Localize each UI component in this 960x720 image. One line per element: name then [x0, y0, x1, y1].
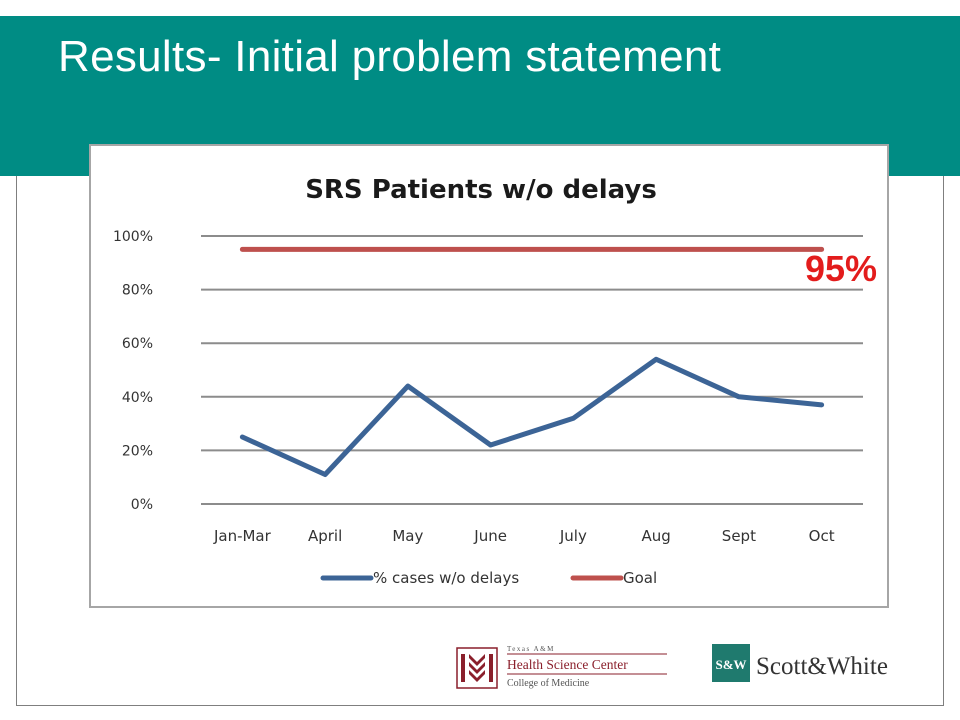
- chart-x-axis: Jan-Mar April May June July Aug Sept Oct: [213, 527, 835, 545]
- hsc-line2: Health Science Center: [507, 657, 628, 672]
- scott-white-logo: S&W Scott&White: [712, 644, 888, 682]
- hsc-line1: Texas A&M: [507, 645, 555, 653]
- scott-white-mark: S&W: [715, 657, 746, 672]
- legend-label: Goal: [623, 569, 657, 587]
- chart-svg: SRS Patients w/o delays 0% 20% 40% 60% 80% 10…: [113, 175, 863, 587]
- chart-series: [239, 246, 825, 478]
- y-tick-label: 20%: [122, 443, 153, 459]
- chart-gridlines: [201, 235, 863, 505]
- x-tick-label: June: [473, 527, 507, 545]
- y-tick-label: 60%: [122, 336, 153, 352]
- scott-white-name: Scott&White: [756, 653, 888, 680]
- x-tick-label: Aug: [641, 527, 670, 545]
- legend-label: % cases w/o delays: [373, 569, 519, 587]
- x-tick-label: July: [559, 527, 587, 545]
- slide-title: Results- Initial problem statement: [58, 32, 722, 81]
- chart-title: SRS Patients w/o delays: [305, 175, 657, 205]
- scott-white-emblem-icon: S&W: [712, 644, 750, 682]
- y-tick-label: 100%: [113, 229, 153, 245]
- x-tick-label: April: [308, 527, 342, 545]
- hsc-logo: Texas A&M Health Science Center College …: [456, 645, 667, 689]
- y-tick-label: 40%: [122, 390, 153, 406]
- x-tick-label: May: [392, 527, 423, 545]
- chart-y-axis: 0% 20% 40% 60% 80% 100%: [113, 229, 153, 513]
- y-tick-label: 0%: [131, 497, 153, 513]
- chart-legend: % cases w/o delays Goal: [320, 569, 657, 587]
- series-line: [239, 356, 825, 478]
- hsc-emblem-icon: [456, 647, 498, 689]
- goal-annotation: 95%: [805, 248, 878, 289]
- hsc-line3: College of Medicine: [507, 678, 590, 689]
- y-tick-label: 80%: [122, 283, 153, 299]
- x-tick-label: Sept: [722, 527, 756, 545]
- x-tick-label: Jan-Mar: [213, 527, 272, 545]
- chart-container: SRS Patients w/o delays 0% 20% 40% 60% 80% 10…: [89, 144, 889, 608]
- x-tick-label: Oct: [809, 527, 835, 545]
